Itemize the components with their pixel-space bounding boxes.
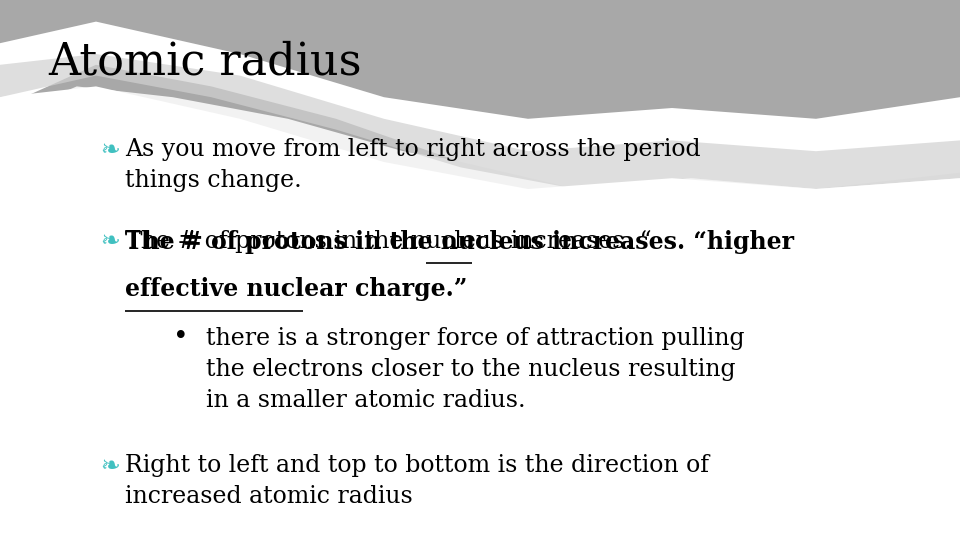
Polygon shape xyxy=(0,54,960,189)
Text: ❧: ❧ xyxy=(100,454,120,477)
Text: effective nuclear charge.”: effective nuclear charge.” xyxy=(125,277,468,301)
Text: The # of protons in the nucleus increases. “higher: The # of protons in the nucleus increase… xyxy=(125,230,794,253)
Polygon shape xyxy=(0,86,960,540)
Polygon shape xyxy=(0,0,960,173)
Polygon shape xyxy=(0,22,960,189)
Text: ❧: ❧ xyxy=(100,138,120,161)
Text: ❧: ❧ xyxy=(100,230,120,253)
Text: Right to left and top to bottom is the direction of
increased atomic radius: Right to left and top to bottom is the d… xyxy=(125,454,708,508)
Text: •: • xyxy=(173,324,188,350)
Text: As you move from left to right across the period
things change.: As you move from left to right across th… xyxy=(125,138,701,192)
Text: Atomic radius: Atomic radius xyxy=(48,40,362,84)
Text: there is a stronger force of attraction pulling
the electrons closer to the nucl: there is a stronger force of attraction … xyxy=(206,327,745,412)
Text: The # of protons in the nucleus increases. “: The # of protons in the nucleus increase… xyxy=(125,230,652,253)
